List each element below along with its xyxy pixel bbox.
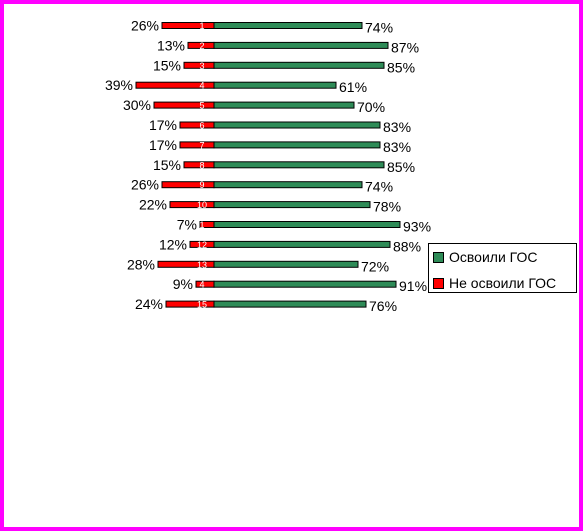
legend-item-mastered: Освоили ГОС (433, 249, 537, 265)
category-label: 2 (199, 41, 204, 51)
data-label-mastered: 91% (399, 278, 427, 294)
data-label-mastered: 74% (365, 179, 393, 195)
category-label: 6 (199, 121, 204, 131)
bar-not-mastered (153, 101, 215, 109)
data-label-not-mastered: 13% (157, 37, 185, 53)
data-label-not-mastered: 17% (149, 117, 177, 133)
bar-mastered (213, 22, 363, 29)
bar-mastered (213, 240, 391, 248)
bar-not-mastered (161, 22, 215, 29)
legend-label-mastered: Освоили ГОС (449, 249, 538, 265)
category-label: 1 (199, 220, 204, 230)
bar-mastered (213, 81, 337, 89)
bar-not-mastered (169, 201, 215, 209)
bar-mastered (213, 141, 381, 149)
data-label-not-mastered: 28% (127, 256, 155, 272)
category-label: 4 (199, 280, 204, 290)
data-label-mastered: 83% (383, 139, 411, 155)
bar-mastered (213, 41, 389, 49)
data-label-not-mastered: 9% (173, 276, 193, 292)
bar-mastered (213, 260, 359, 268)
category-label: 3 (199, 61, 204, 71)
bar-chart: 126% 74%213% 87%315% 85%439% 61%530% 70%617% 8… (105, 18, 431, 315)
category-label: 5 (199, 101, 204, 111)
category-label: 12 (197, 240, 207, 250)
bar-mastered (213, 121, 381, 129)
data-label-mastered: 83% (383, 119, 411, 135)
bar-not-mastered (161, 181, 215, 189)
data-label-not-mastered: 15% (153, 157, 181, 173)
legend-swatch-not-mastered (433, 277, 444, 289)
bar-mastered (213, 280, 397, 288)
bar-mastered (213, 221, 401, 228)
data-label-not-mastered: 26% (131, 177, 159, 193)
data-label-mastered: 72% (361, 258, 389, 274)
bar-mastered (213, 161, 385, 169)
bar-mastered (213, 101, 355, 109)
legend-label-not-mastered: Не освоили ГОС (449, 275, 557, 291)
category-label: 9 (199, 180, 204, 190)
category-label: 10 (197, 200, 207, 210)
data-label-not-mastered: 15% (153, 57, 181, 73)
data-label-mastered: 61% (339, 79, 367, 95)
data-label-not-mastered: 12% (159, 236, 187, 252)
data-label-not-mastered: 30% (123, 97, 151, 113)
legend: Освоили ГОС Не освоили ГОС (428, 243, 577, 293)
category-label: 13 (197, 260, 207, 270)
legend-swatch-mastered (433, 251, 444, 263)
data-label-mastered: 87% (391, 39, 419, 55)
data-label-mastered: 70% (357, 99, 385, 115)
data-label-not-mastered: 24% (135, 296, 163, 312)
category-label: 8 (199, 160, 204, 170)
category-label: 1 (199, 21, 204, 31)
data-label-mastered: 76% (369, 298, 397, 314)
category-label: 4 (199, 81, 204, 91)
bar-not-mastered (179, 141, 215, 149)
legend-item-not-mastered: Не освоили ГОС (433, 275, 556, 291)
data-label-not-mastered: 17% (149, 137, 177, 153)
data-label-not-mastered: 7% (177, 217, 197, 233)
bar-mastered (213, 300, 367, 308)
bar-not-mastered (179, 121, 215, 129)
category-label: 7 (199, 140, 204, 150)
data-label-mastered: 74% (365, 20, 393, 36)
data-label-not-mastered: 22% (139, 197, 167, 213)
category-label: 15 (197, 300, 207, 310)
data-label-mastered: 93% (403, 219, 431, 235)
data-label-mastered: 88% (393, 238, 421, 254)
data-label-mastered: 85% (387, 59, 415, 75)
bar-mastered (213, 181, 363, 189)
data-label-not-mastered: 26% (131, 18, 159, 34)
bar-mastered (213, 61, 385, 69)
bar-mastered (213, 201, 371, 209)
data-label-mastered: 78% (373, 199, 401, 215)
data-label-not-mastered: 39% (105, 77, 133, 93)
data-label-mastered: 85% (387, 159, 415, 175)
